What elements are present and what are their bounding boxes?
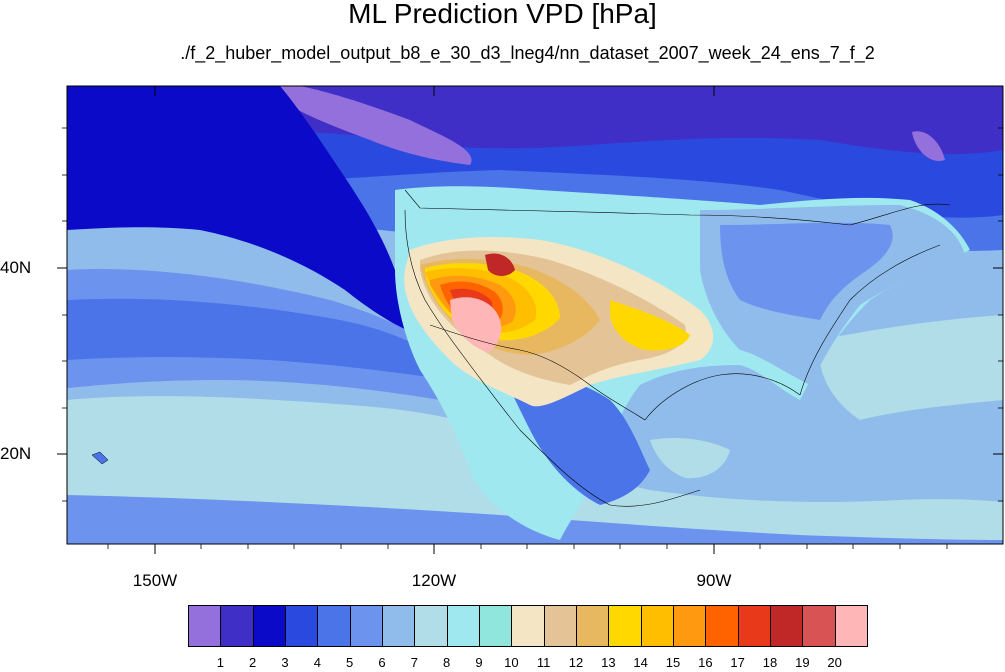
colorbar-box [834, 605, 868, 647]
colorbar-box [317, 605, 351, 647]
colorbar-tick-label: 16 [698, 655, 713, 670]
colorbar-box [673, 605, 707, 647]
colorbar-tick-label: 8 [443, 655, 451, 670]
map-field [67, 86, 1003, 544]
colorbar-box [608, 605, 642, 647]
colorbar-tick-label: 11 [536, 655, 551, 670]
colorbar-box [382, 605, 416, 647]
vpd-20 [450, 297, 502, 352]
north-dark-blue [67, 86, 430, 340]
lat-label-20n: 20N [0, 444, 32, 463]
west-coast [404, 209, 521, 431]
land-east-mid [720, 222, 893, 320]
colorbar-box [705, 605, 739, 647]
colorbar-tick-label: 10 [504, 655, 519, 670]
lon-label-120w: 120W [411, 571, 457, 590]
colorbar-tick-label: 18 [762, 655, 778, 670]
north-band-1b [912, 131, 945, 161]
colorbar-box [252, 605, 286, 647]
colorbar-box [640, 605, 674, 647]
lon-label-150w: 150W [132, 571, 178, 590]
colorbar-tick-label: 20 [827, 655, 842, 670]
colorbar-tick-label: 14 [633, 655, 648, 670]
colorbar-box [802, 605, 836, 647]
north-band-1 [260, 86, 472, 165]
colorbar-tick-label: 5 [346, 655, 354, 670]
gulf-coast [644, 373, 801, 421]
colorbar-tick-label: 4 [313, 655, 321, 670]
lat-label-40n: 40N [0, 258, 32, 277]
colorbar-box [511, 605, 545, 647]
colorbar-box [188, 605, 222, 647]
colorbar-box [285, 605, 319, 647]
colorbar-box [349, 605, 383, 647]
page-title: ML Prediction VPD [hPa] [348, 0, 657, 29]
vpd-15-texas [610, 300, 690, 351]
colorbar [188, 605, 868, 647]
east-coast [799, 244, 941, 396]
hawaii [91, 451, 109, 465]
colorbar-box [770, 605, 804, 647]
colorbar-tick-label: 7 [410, 655, 418, 670]
colorbar-box [479, 605, 513, 647]
colorbar-tick-label: 12 [568, 655, 584, 670]
mid-band-5 [67, 298, 450, 380]
page-subtitle: ./f_2_huber_model_output_b8_e_30_d3_lneg… [180, 43, 875, 63]
colorbar-tick-label: 2 [249, 655, 257, 670]
us-mexico-border [429, 324, 646, 421]
colorbar-tick-label: 15 [665, 655, 681, 670]
colorbar-box [543, 605, 577, 647]
colorbar-tick-label: 3 [281, 655, 289, 670]
colorbar-tick-label: 9 [475, 655, 483, 670]
colorbar-tick-label: 17 [730, 655, 745, 670]
us-canada-border [404, 189, 951, 226]
colorbar-box [737, 605, 771, 647]
colorbar-tick-label: 6 [378, 655, 386, 670]
vpd-19-north [485, 253, 515, 276]
colorbar-box [414, 605, 448, 647]
colorbar-box [446, 605, 480, 647]
mexico-outline [519, 429, 701, 507]
colorbar-tick-label: 19 [795, 655, 810, 670]
colorbar-box [220, 605, 254, 647]
colorbar-tick-label: 1 [216, 655, 224, 670]
colorbar-tick-label: 13 [601, 655, 616, 670]
colorbar-box [576, 605, 610, 647]
lon-label-90w: 90W [696, 571, 732, 590]
yucatan-teal [650, 438, 730, 479]
atlantic-band-7 [819, 315, 1003, 420]
